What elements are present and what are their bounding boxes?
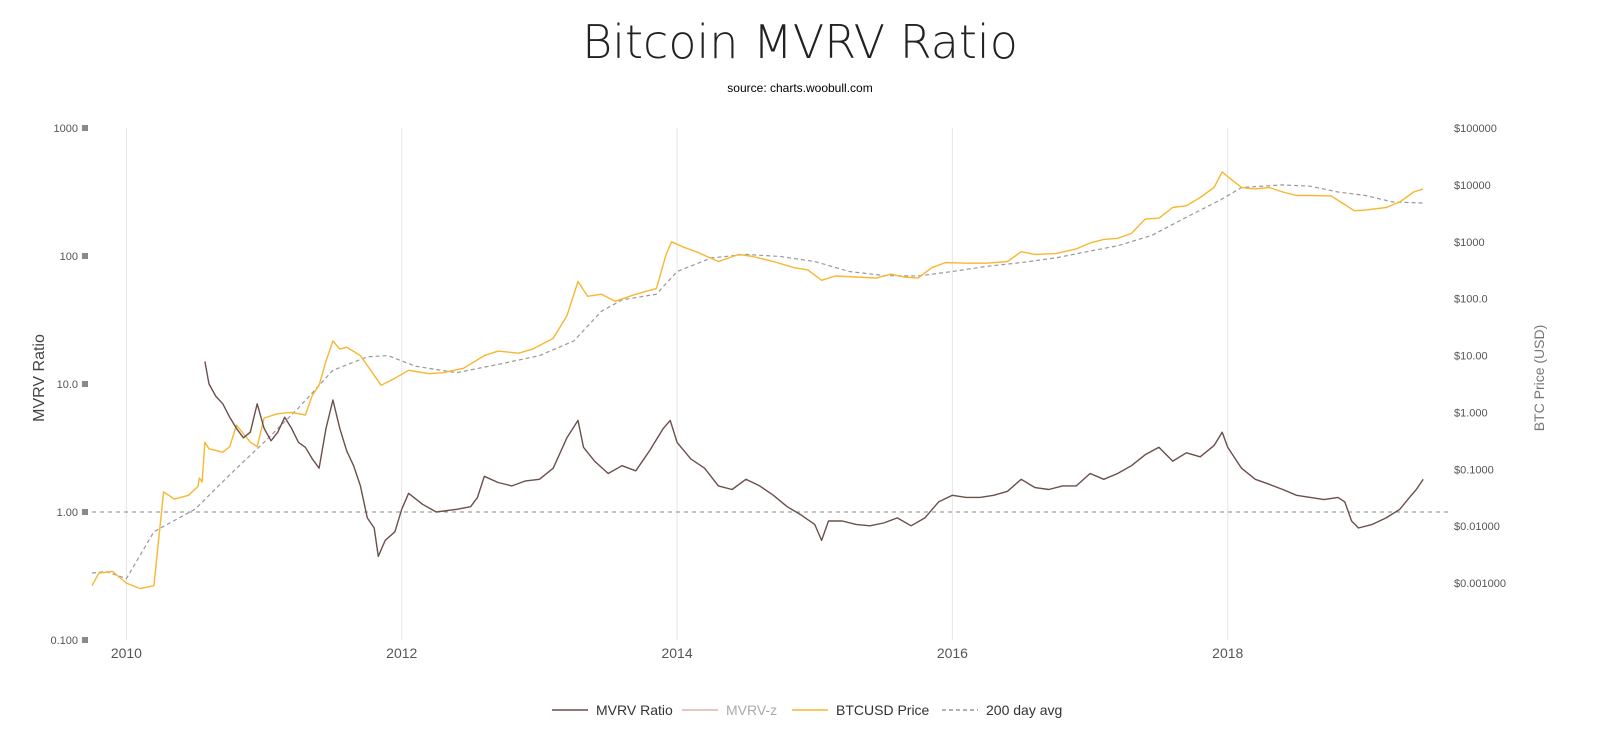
x-tick-label: 2012: [386, 645, 417, 661]
series-line-200-day-avg: [91, 184, 1424, 580]
y-left-tick-label: 1.00: [57, 507, 78, 519]
series-line-btcusd-price: [91, 171, 1424, 590]
y-left-tick-mark: [82, 125, 88, 131]
chart-subtitle: source: charts.woobull.com: [727, 81, 872, 95]
y-left-tick-label: 1000: [54, 123, 78, 135]
series-group: [91, 171, 1424, 590]
legend-item-btcusd-price[interactable]: BTCUSD Price: [792, 702, 930, 718]
y-right-tick-label: $0.01000: [1454, 521, 1500, 533]
y-right-tick-label: $0.1000: [1454, 464, 1494, 476]
y-left-tick-label: 100: [60, 251, 78, 263]
x-tick-label: 2016: [937, 645, 968, 661]
legend-label: 200 day avg: [986, 702, 1062, 718]
series-line-mvrv-ratio: [204, 361, 1424, 558]
legend-item-mvrv-z[interactable]: MVRV-z: [682, 702, 777, 718]
y-left-tick-mark: [82, 637, 88, 643]
y-axis-right-label: BTC Price (USD): [1531, 325, 1547, 432]
y-right-tick-label: $1.000: [1454, 407, 1488, 419]
y-right-tick-label: $0.001000: [1454, 578, 1506, 590]
chart-title: Bitcoin MVRV Ratio: [582, 15, 1018, 69]
right-axis: $100000 $10000 $1000 $100.0 $10.00 $1.000 $0.1…: [1454, 123, 1506, 590]
y-left-tick-mark: [82, 509, 88, 515]
x-gridlines: [125, 128, 1229, 640]
legend-label: BTCUSD Price: [836, 702, 930, 718]
y-right-tick-label: $100000: [1454, 123, 1497, 135]
y-axis-left-label: MVRV Ratio: [31, 334, 48, 422]
y-left-tick-label: 0.100: [50, 635, 78, 647]
y-right-tick-label: $10000: [1454, 180, 1491, 192]
legend-label: MVRV-z: [726, 702, 777, 718]
x-tick-label: 2010: [111, 645, 142, 661]
y-left-tick-mark: [82, 381, 88, 387]
left-axis: 1000 100 10.0 1.00 0.100: [50, 123, 88, 647]
y-right-tick-label: $10.00: [1454, 351, 1488, 363]
y-left-tick-mark: [82, 253, 88, 259]
legend: MVRV Ratio MVRV-z BTCUSD Price 200 day avg: [552, 702, 1062, 718]
y-left-tick-label: 10.0: [57, 379, 78, 391]
y-right-tick-label: $100.0: [1454, 294, 1488, 306]
x-tick-label: 2018: [1212, 645, 1243, 661]
legend-item-200-day-avg[interactable]: 200 day avg: [942, 702, 1062, 718]
legend-item-mvrv-ratio[interactable]: MVRV Ratio: [552, 702, 673, 718]
y-right-tick-label: $1000: [1454, 237, 1485, 249]
x-tick-label: 2014: [661, 645, 692, 661]
legend-label: MVRV Ratio: [596, 702, 673, 718]
x-axis: 2010 2012 2014 2016 2018: [111, 645, 1244, 661]
